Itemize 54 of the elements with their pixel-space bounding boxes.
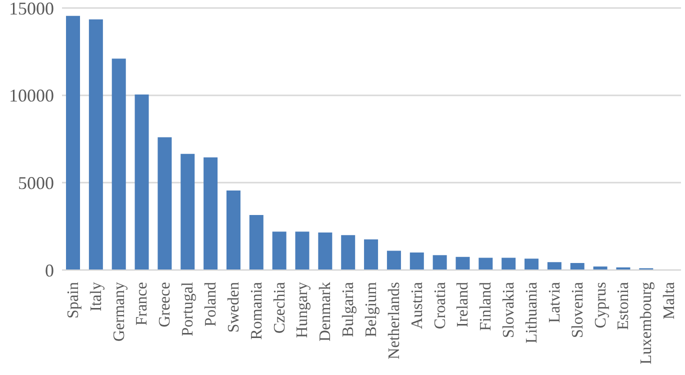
- bar: [524, 258, 539, 270]
- x-tick-label: Bulgaria: [340, 282, 358, 338]
- bar: [456, 256, 470, 270]
- bar: [134, 94, 149, 270]
- y-tick-label: 5000: [18, 173, 54, 194]
- x-tick-label: Croatia: [432, 282, 449, 330]
- x-tick-label: Cyprus: [592, 282, 610, 328]
- bar: [88, 19, 103, 270]
- bar: [502, 258, 516, 270]
- x-tick-label: Poland: [202, 282, 220, 326]
- bar: [478, 258, 493, 270]
- x-tick-label: Spain: [64, 282, 82, 318]
- x-tick-label: Denmark: [317, 282, 334, 342]
- x-tick-label: Romania: [248, 282, 266, 340]
- y-tick-label: 10000: [9, 86, 54, 106]
- x-tick-label: Sweden: [225, 282, 242, 333]
- x-tick-label: Germany: [110, 282, 128, 342]
- bar: [341, 235, 356, 270]
- x-tick-label: Greece: [156, 282, 174, 328]
- x-tick-label: Italy: [88, 282, 105, 312]
- x-tick-label: Hungary: [294, 282, 312, 338]
- x-tick-label: Ireland: [454, 282, 472, 328]
- bar: [249, 214, 264, 270]
- x-tick-label: Luxembourg: [638, 282, 656, 364]
- x-tick-label: Portugal: [180, 281, 197, 336]
- bar: [570, 263, 584, 270]
- x-tick-label: Slovakia: [500, 282, 518, 338]
- x-tick-label: Malta: [661, 282, 678, 320]
- x-tick-label: Finland: [478, 282, 495, 331]
- bar: [226, 190, 240, 270]
- x-tick-label: Latvia: [546, 282, 564, 323]
- bar: [66, 16, 80, 270]
- x-tick-label: Slovenia: [569, 282, 586, 338]
- bar: [386, 250, 401, 270]
- x-tick-label: Austria: [408, 282, 426, 330]
- x-tick-label: Netherlands: [386, 282, 403, 360]
- x-tick-label: Estonia: [615, 282, 632, 330]
- bar: [410, 252, 424, 270]
- bar: [295, 232, 310, 270]
- x-tick-label: Belgium: [363, 281, 380, 338]
- bar: [364, 239, 378, 270]
- bar: [272, 232, 286, 270]
- bar: [204, 157, 218, 270]
- bar: [158, 137, 172, 270]
- x-tick-label: Czechia: [271, 282, 288, 334]
- y-tick-label: 15000: [9, 0, 54, 18]
- bar: [547, 262, 562, 270]
- bar: [432, 255, 447, 270]
- bar: [112, 58, 126, 270]
- y-tick-label: 0: [45, 260, 54, 280]
- x-tick-label: France: [134, 282, 151, 326]
- bar: [318, 232, 332, 270]
- x-tick-label: Lithuania: [523, 282, 540, 344]
- bar: [180, 154, 195, 270]
